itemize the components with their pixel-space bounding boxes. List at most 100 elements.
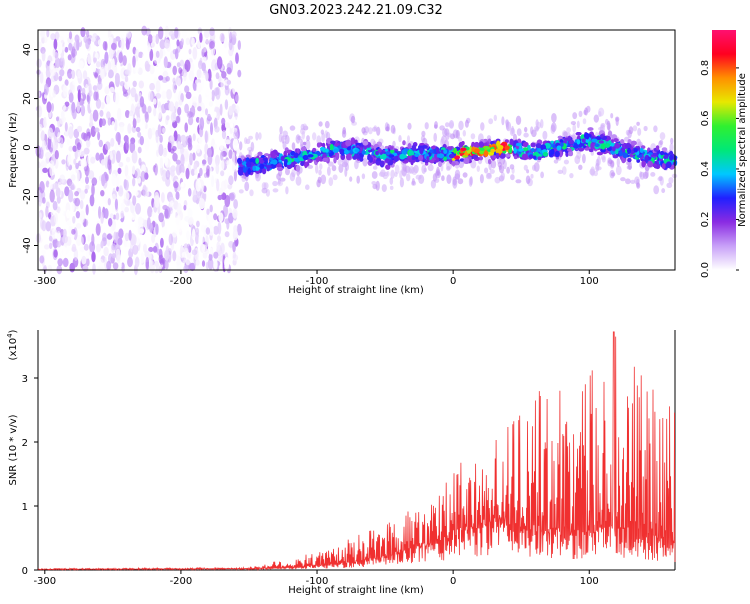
spectrogram-cell (414, 153, 420, 157)
spectrogram-cell (168, 233, 173, 246)
spectrogram-cell (221, 71, 227, 79)
spectrogram-cell (116, 108, 122, 121)
spectrogram-cell (601, 143, 606, 150)
spectrogram-cell (399, 170, 403, 179)
spectrogram-cell (135, 222, 140, 228)
spectrogram-cell (116, 61, 121, 74)
spectrogram-cell (111, 243, 117, 251)
spectrogram-cell (183, 265, 189, 274)
spectrogram-cell (666, 182, 673, 188)
spectrogram-cell (604, 143, 611, 148)
spectrogram-cell (208, 212, 214, 225)
x-tick-label: 100 (580, 576, 599, 587)
spectrogram-cell (513, 147, 517, 154)
spectrogram-cell (209, 167, 213, 180)
spectrogram-cell (595, 136, 602, 141)
spectrogram-cell (626, 165, 632, 170)
spectrogram-cell (381, 153, 387, 159)
spectrogram-cell (107, 117, 112, 126)
spectrogram-cell (112, 214, 117, 220)
spectrogram-cell (257, 151, 263, 156)
spectrogram-cell (158, 212, 164, 223)
spectrogram-cell (122, 91, 129, 97)
spectrogram-cell (132, 244, 139, 255)
spectrogram-cell (165, 76, 170, 82)
x-tick-label: 0 (450, 576, 456, 587)
spectrogram-cell (165, 169, 171, 180)
spectrogram-cell (446, 174, 452, 184)
spectrogram-cell (48, 182, 53, 190)
spectrogram-cell (530, 173, 534, 179)
spectrogram-cell (62, 84, 68, 97)
spectrogram-cell (377, 148, 382, 153)
spectrogram-cell (107, 198, 111, 206)
spectrogram-cell (67, 54, 72, 61)
spectrogram-cell (100, 118, 107, 126)
spectrogram-cell (301, 130, 305, 140)
spectrogram-cell (86, 30, 90, 38)
y-tick-label: -20 (22, 188, 33, 204)
spectrogram-cell (272, 188, 279, 193)
spectrogram-cell (125, 39, 130, 50)
spectrogram-cell (199, 167, 203, 177)
spectrogram-cell (316, 142, 321, 148)
spectrogram-cell (327, 166, 331, 176)
spectrogram-cell (124, 69, 131, 75)
spectrogram-cell (558, 151, 563, 158)
spectrogram-cell (45, 221, 52, 232)
spectrogram-cell (342, 127, 347, 135)
spectrogram-cell (261, 187, 268, 194)
spectrogram-cell (176, 202, 182, 215)
spectrogram-cell (141, 164, 146, 173)
spectrogram-cell (163, 102, 170, 111)
spectrogram-cell (219, 159, 225, 172)
spectrogram-cell (572, 123, 576, 133)
spectrogram-cell (125, 138, 130, 151)
spectrogram-cell (104, 208, 109, 219)
spectrogram-cell (573, 142, 579, 149)
spectrogram-cell (207, 258, 214, 270)
spectrogram-cell (223, 37, 228, 49)
spectrogram-cell (62, 234, 68, 244)
chart-title: GN03.2023.242.21.09.C32 (269, 3, 443, 18)
spectrogram-cell (576, 120, 580, 129)
spectrogram-cell (600, 134, 604, 138)
spectrogram-cell (175, 215, 180, 226)
spectrogram-cell (162, 148, 168, 158)
spectrogram-cell (152, 98, 157, 105)
spectrogram-cell (134, 168, 141, 179)
spectrogram-cell (43, 265, 47, 274)
spectrogram-cell (77, 70, 81, 79)
spectrogram-cell (226, 79, 231, 85)
spectrogram-cell (56, 195, 61, 204)
spectrogram-cell (178, 99, 183, 106)
spectrogram-cell (134, 256, 140, 268)
spectrogram-cell (344, 149, 349, 155)
spectrogram-cell (108, 217, 113, 227)
spectrogram-cell (164, 39, 170, 49)
spectrogram-cell (42, 197, 46, 204)
spectrogram-cell (272, 180, 278, 187)
spectrogram-cell (108, 47, 114, 60)
spectrogram-cell (81, 255, 87, 265)
spectrogram-cell (162, 127, 166, 134)
spectrogram-cell (88, 83, 92, 94)
spectrogram-cell (302, 154, 309, 161)
spectrogram-cell (229, 31, 233, 44)
spectrogram-cell (483, 146, 490, 150)
spectrogram-cell (215, 86, 221, 100)
spectrogram-cell (478, 141, 484, 148)
spectrogram-cell (371, 181, 377, 185)
spectrogram-cell (213, 258, 218, 270)
spectrogram-cell (437, 153, 445, 159)
spectrogram-cell (39, 71, 44, 84)
spectrogram-cell (148, 91, 153, 102)
spectrogram-cell (320, 147, 326, 151)
spectrogram-cell (87, 53, 92, 65)
spectrogram-cell (653, 185, 660, 195)
spectrogram-cell (172, 65, 177, 76)
spectrogram-cell (188, 70, 195, 82)
spectrogram-cell (651, 163, 657, 167)
spectrogram-cell (180, 38, 184, 46)
spectrogram-cell (181, 69, 188, 78)
